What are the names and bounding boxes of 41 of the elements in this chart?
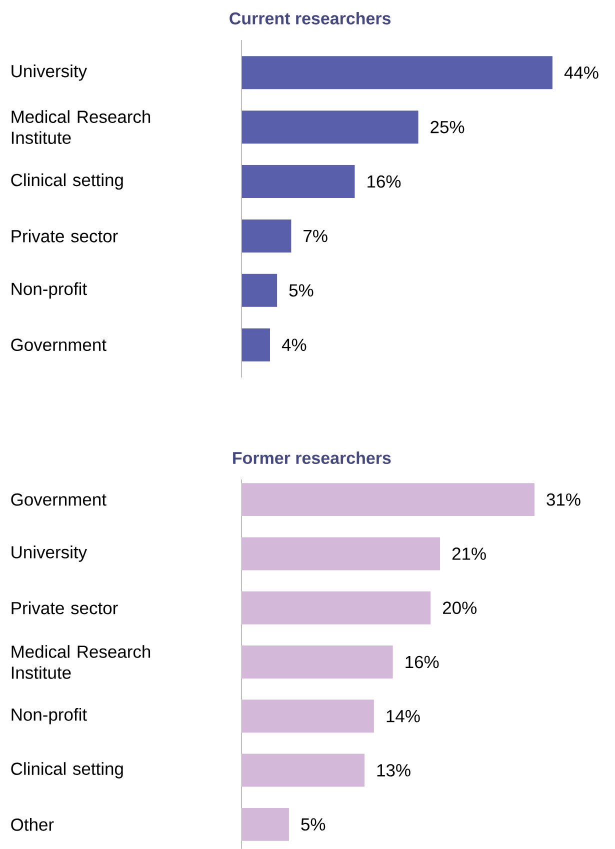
y-tick-label: Medical Research Institute [12, 645, 150, 679]
bar [242, 700, 374, 733]
bar [242, 219, 291, 252]
y-tick-label: Non-profit [12, 708, 87, 724]
data-label: 16% [405, 656, 439, 668]
data-label: 14% [386, 710, 420, 722]
data-label: 7% [303, 230, 328, 242]
bar [242, 483, 534, 516]
y-tick-label: University [11, 546, 87, 562]
y-tick-label: University [11, 64, 87, 81]
bar [242, 591, 430, 624]
y-tick-label: Private sector [12, 230, 118, 242]
bar [242, 165, 355, 198]
y-tick-label: Other [10, 818, 54, 831]
data-label: 16% [367, 175, 400, 188]
chart-title: Current researchers [229, 12, 390, 24]
bar [242, 274, 277, 307]
bar [242, 808, 289, 841]
chart-title: Former researchers [232, 452, 391, 464]
bar [242, 646, 393, 678]
y-tick-label: Clinical setting [11, 762, 123, 778]
data-label: 25% [430, 120, 464, 134]
data-label: 13% [377, 764, 410, 776]
bar [242, 754, 364, 787]
data-label: 21% [452, 548, 486, 560]
data-label: 4% [282, 338, 306, 351]
data-label: 20% [442, 602, 476, 614]
y-tick-label: Non-profit [12, 282, 87, 299]
y-tick-label: Government [11, 493, 106, 506]
y-tick-label: Government [11, 338, 106, 352]
data-label: 5% [301, 818, 325, 831]
y-tick-label: Private sector [12, 601, 118, 614]
data-label: 31% [546, 493, 580, 506]
bar [242, 328, 270, 362]
bar [242, 56, 552, 90]
y-tick-label: Medical Research Institute [12, 110, 150, 144]
bar [242, 537, 440, 570]
y-tick-label: Clinical setting [11, 173, 123, 190]
data-label: 44% [564, 66, 598, 79]
data-label: 5% [289, 284, 314, 297]
bar [242, 110, 418, 144]
